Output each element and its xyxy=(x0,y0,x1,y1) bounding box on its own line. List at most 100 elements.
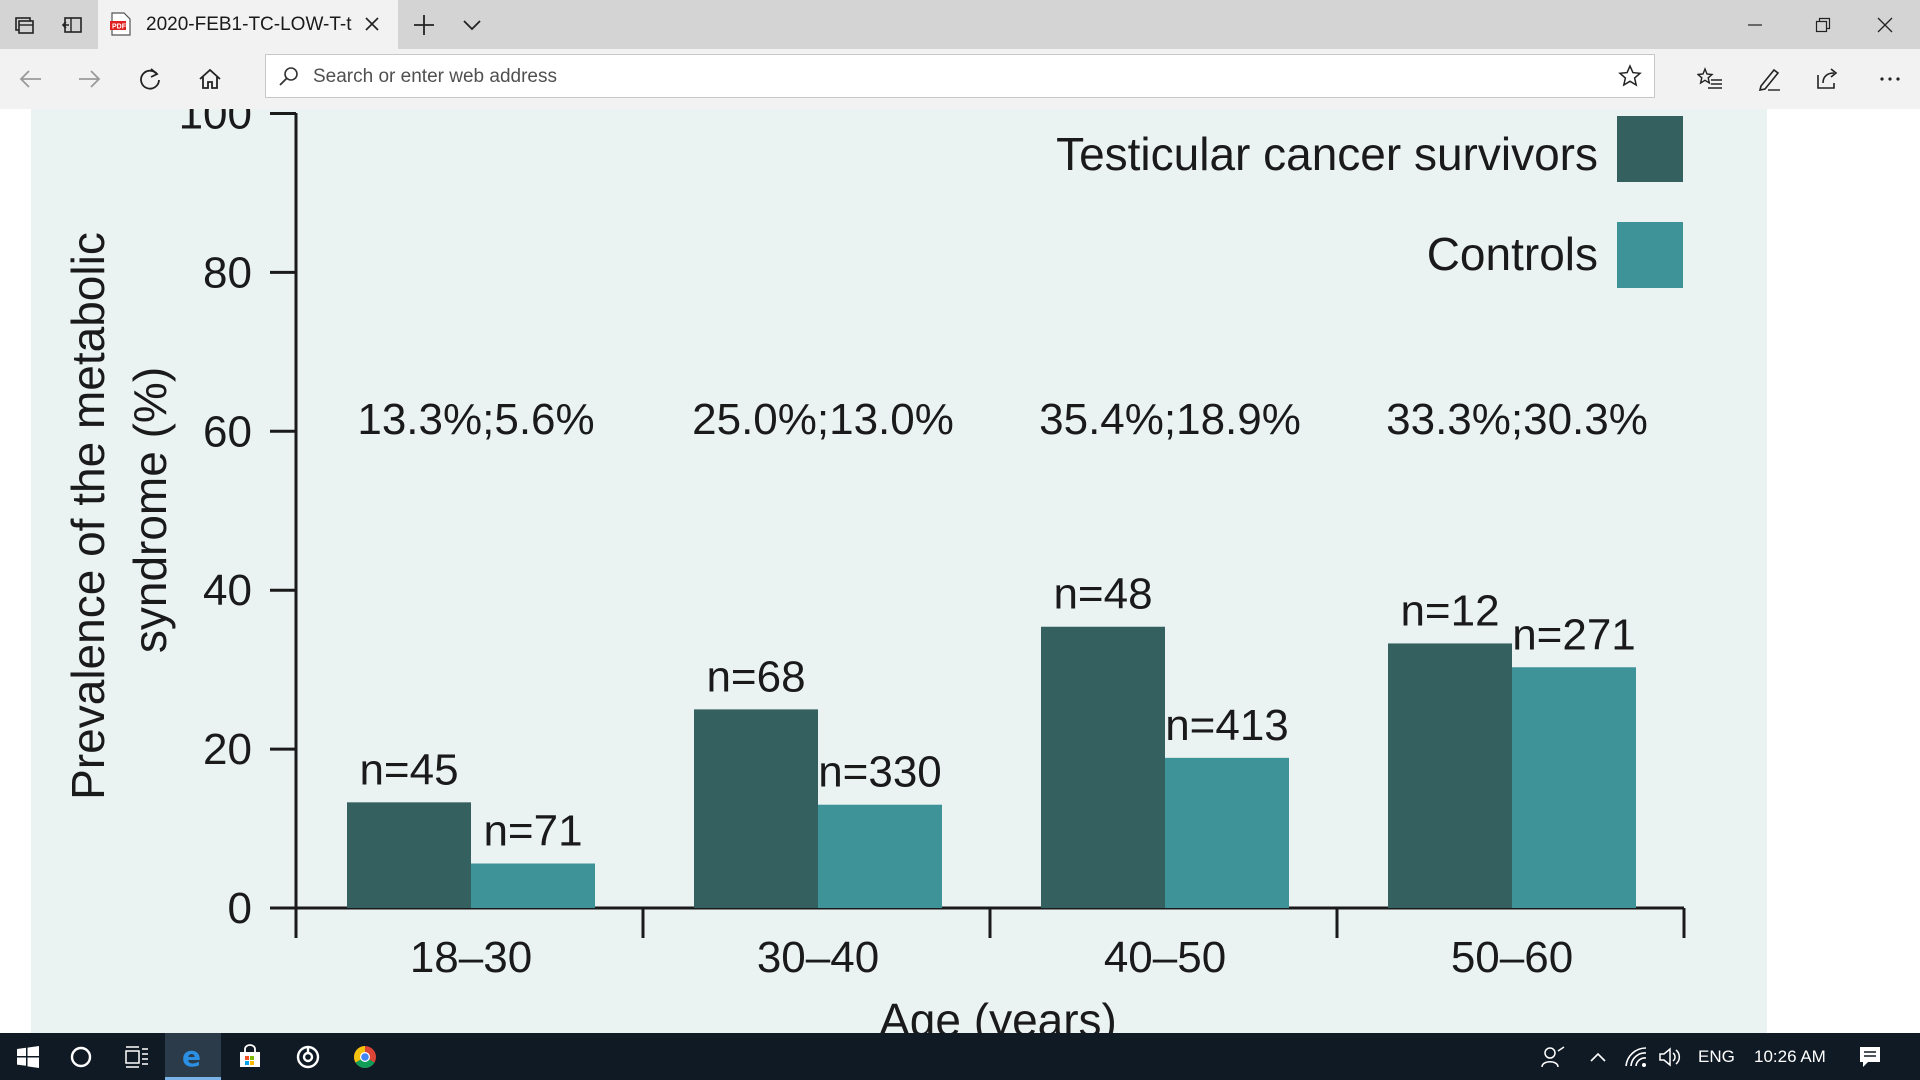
restore-icon xyxy=(1815,17,1831,32)
task-view-button[interactable] xyxy=(109,1033,165,1080)
close-icon xyxy=(1877,17,1893,32)
tab-strip: PDF 2020-FEB1-TC-LOW-T-t xyxy=(0,0,1920,49)
taskbar-store-button[interactable] xyxy=(222,1033,278,1080)
minimize-button[interactable] xyxy=(1722,0,1788,49)
bar-n-label: n=45 xyxy=(359,745,458,794)
bar-n-label: n=12 xyxy=(1400,586,1499,635)
volume-icon[interactable] xyxy=(1658,1046,1684,1073)
bar-tc-survivors xyxy=(1388,643,1512,908)
pdf-icon: PDF xyxy=(110,12,132,41)
browser-toolbar xyxy=(0,49,1920,109)
favorites-hub-button[interactable] xyxy=(1686,55,1734,103)
share-button[interactable] xyxy=(1804,55,1852,103)
favorites-list-icon xyxy=(1697,67,1722,89)
x-tick-label: 18–30 xyxy=(410,933,532,982)
set-tabs-aside-button[interactable] xyxy=(48,0,96,49)
more-icon xyxy=(1880,77,1900,81)
bar-tc-survivors xyxy=(694,709,818,908)
refresh-icon xyxy=(140,68,160,90)
windows-taskbar: e ENG 10:26 AM xyxy=(0,1033,1920,1080)
window-close-button[interactable] xyxy=(1852,0,1918,49)
group-annotation: 33.3%;30.3% xyxy=(1386,395,1648,444)
y-tick-label: 20 xyxy=(203,725,252,774)
svg-text:e: e xyxy=(182,1043,201,1071)
home-button[interactable] xyxy=(186,55,234,103)
bar-n-label: n=48 xyxy=(1053,570,1152,619)
tab-close-button[interactable] xyxy=(360,12,384,36)
cortana-button[interactable] xyxy=(53,1033,109,1080)
address-bar[interactable] xyxy=(265,54,1655,98)
search-icon xyxy=(279,67,298,86)
new-tab-button[interactable] xyxy=(400,0,448,49)
bar-controls xyxy=(818,804,942,908)
x-tick-label: 30–40 xyxy=(757,933,879,982)
y-tick-label: 40 xyxy=(203,566,252,615)
more-menu-button[interactable] xyxy=(1866,55,1914,103)
bar-n-label: n=71 xyxy=(483,807,582,856)
chevron-down-icon xyxy=(463,19,481,30)
bar-tc-survivors xyxy=(347,802,471,908)
star-icon xyxy=(1618,64,1642,87)
group-annotation: 13.3%;5.6% xyxy=(357,395,594,444)
task-view-icon xyxy=(125,1045,148,1068)
y-axis-label: Prevalence of the metabolic xyxy=(62,232,114,800)
edge-browser-icon: e xyxy=(182,1043,201,1071)
x-axis-label: Age (years) xyxy=(879,994,1117,1033)
chrome-icon xyxy=(354,1045,376,1068)
bar-controls xyxy=(1512,667,1636,908)
y-tick-label: 80 xyxy=(203,248,252,297)
y-axis-label-line-2: syndrome (%) xyxy=(124,367,176,653)
favorite-button[interactable] xyxy=(1614,60,1646,92)
back-button[interactable] xyxy=(7,55,55,103)
windows-logo-icon xyxy=(17,1045,39,1068)
tab-title: 2020-FEB1-TC-LOW-T-t xyxy=(146,14,352,35)
wifi-icon[interactable] xyxy=(1624,1046,1648,1073)
language-indicator[interactable]: ENG xyxy=(1698,1047,1735,1066)
bar-n-label: n=413 xyxy=(1165,701,1289,750)
tabs-aside-icon xyxy=(61,16,82,33)
plus-icon xyxy=(414,14,434,35)
bar-controls xyxy=(1165,757,1289,908)
taskbar-app-button[interactable] xyxy=(280,1033,336,1080)
group-annotation: 25.0%;13.0% xyxy=(692,395,954,444)
clock[interactable]: 10:26 AM xyxy=(1754,1047,1826,1066)
close-icon xyxy=(365,17,379,31)
pdf-viewer: 0 20 40 60 80 100 n=45 n=71 18–30 13.3%;5.6% n=68 n… xyxy=(0,109,1920,1033)
legend-swatch-controls xyxy=(1617,222,1683,288)
cortana-circle-icon xyxy=(70,1046,92,1067)
pen-icon xyxy=(1758,68,1780,92)
restore-button[interactable] xyxy=(1790,0,1856,49)
share-icon xyxy=(1817,68,1838,89)
x-tick-label: 50–60 xyxy=(1451,933,1573,982)
bar-n-label: n=330 xyxy=(818,748,942,797)
y-tick-label: 60 xyxy=(203,407,252,456)
people-icon[interactable] xyxy=(1540,1045,1566,1074)
home-icon xyxy=(199,68,221,89)
chevron-up-icon[interactable] xyxy=(1588,1047,1608,1072)
action-center-icon[interactable] xyxy=(1858,1045,1882,1074)
forward-arrow-icon xyxy=(79,70,101,88)
circular-app-icon xyxy=(296,1045,320,1068)
taskbar-edge-button[interactable]: e xyxy=(165,1033,221,1080)
group-annotation: 35.4%;18.9% xyxy=(1039,395,1301,444)
back-arrow-icon xyxy=(19,70,41,88)
start-button[interactable] xyxy=(0,1033,56,1080)
tab-actions-button[interactable] xyxy=(0,0,48,49)
forward-button[interactable] xyxy=(65,55,113,103)
bar-n-label: n=271 xyxy=(1512,610,1636,659)
y-tick-label: 0 xyxy=(228,884,252,933)
tab-actions-icon xyxy=(15,16,34,34)
taskbar-chrome-button[interactable] xyxy=(337,1033,393,1080)
tab-preview-button[interactable] xyxy=(448,0,496,49)
legend-swatch-tc-survivors xyxy=(1617,116,1683,182)
legend-label-controls: Controls xyxy=(1427,228,1598,280)
bar-controls xyxy=(471,863,595,908)
legend-label-tc-survivors: Testicular cancer survivors xyxy=(1056,128,1598,180)
web-note-button[interactable] xyxy=(1745,55,1793,103)
y-tick-label: 100 xyxy=(179,109,252,139)
svg-text:PDF: PDF xyxy=(112,24,127,31)
refresh-button[interactable] xyxy=(126,55,174,103)
bar-tc-survivors xyxy=(1041,626,1165,908)
address-input[interactable] xyxy=(311,62,1595,92)
browser-tab[interactable]: PDF 2020-FEB1-TC-LOW-T-t xyxy=(98,0,398,49)
